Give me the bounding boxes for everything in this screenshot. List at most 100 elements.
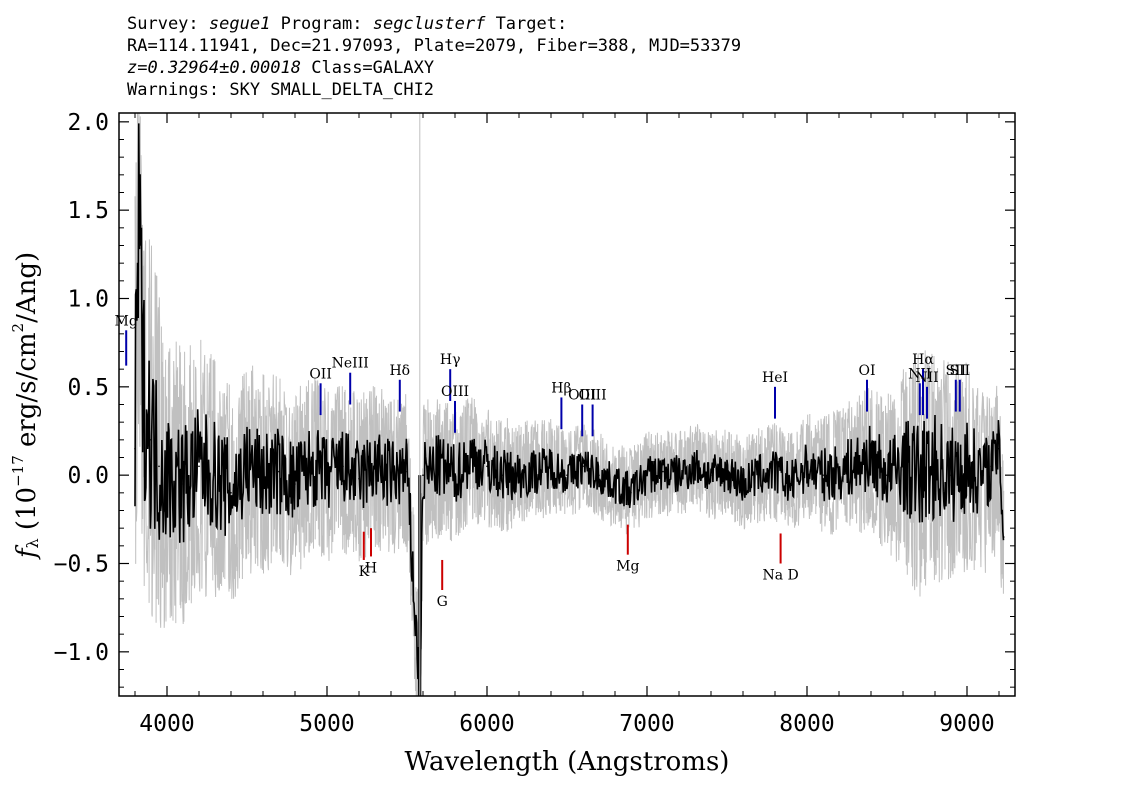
flux-point — [614, 483, 616, 485]
flux-point — [438, 465, 440, 468]
flux-point — [502, 474, 504, 477]
flux-point — [550, 465, 552, 468]
emission-line-label: OIII — [568, 388, 596, 404]
y-tick-label: 0.5 — [67, 375, 109, 401]
survey-label: Survey: — [127, 14, 199, 34]
absorption-line-label: K — [359, 564, 370, 580]
emission-line-label: HeI — [762, 370, 788, 386]
flux-point — [138, 205, 140, 208]
flux-point — [374, 465, 376, 468]
emission-line-label: Hγ — [440, 352, 461, 368]
flux-point — [678, 474, 680, 477]
emission-line-label: Hα — [912, 352, 934, 368]
flux-point — [582, 465, 584, 468]
flux-point — [630, 492, 632, 494]
flux-point — [198, 465, 200, 468]
flux-point — [918, 474, 920, 477]
flux-point — [278, 470, 280, 473]
flux-point — [422, 474, 424, 477]
flux-point — [182, 483, 184, 485]
flux-point — [870, 456, 872, 459]
spectrum-header: Survey: segue1 Program: segclusterf Targ… — [127, 13, 741, 101]
flux-point — [1003, 536, 1005, 538]
redshift-value: z=0.32964±0.00018 — [127, 58, 301, 78]
emission-line-label: Hβ — [551, 380, 571, 396]
header-line-1: Survey: segue1 Program: segclusterf Targ… — [127, 13, 741, 35]
survey-value: segue1 — [208, 14, 271, 34]
target-label: Target: — [495, 14, 568, 34]
flux-point — [726, 470, 728, 473]
flux-point — [294, 483, 296, 485]
flux-point — [646, 474, 648, 477]
y-axis-title: fλ (10−17 erg/s/cm2/Ang) — [9, 252, 42, 560]
flux-point — [998, 447, 1000, 450]
y-tick-label: −0.5 — [54, 552, 109, 578]
header-line-2: RA=114.11941, Dec=21.97093, Plate=2079, … — [127, 36, 742, 56]
flux-point — [230, 492, 232, 494]
flux-point — [358, 477, 360, 480]
flux-point — [166, 474, 168, 477]
absorption-line-label: H — [365, 560, 377, 576]
flux-point — [742, 483, 744, 485]
flux-point — [950, 474, 952, 477]
flux-point — [390, 474, 392, 477]
flux-point — [822, 474, 824, 477]
flux-point — [406, 470, 408, 473]
y-tick-label: 0.0 — [67, 463, 109, 489]
flux-point — [774, 470, 776, 473]
header-line-3: z=0.32964±0.00018 Class=GALAXY — [127, 57, 741, 79]
absorption-line-label: Na D — [762, 568, 798, 584]
flux-line — [134, 123, 1005, 696]
x-tick-label: 6000 — [459, 711, 514, 737]
flux-point — [806, 465, 808, 468]
flux-line-layer — [134, 113, 1005, 696]
flux-point — [326, 474, 328, 477]
flux-point — [790, 483, 792, 485]
flux-point — [454, 474, 456, 477]
emission-line-label: Mg — [115, 313, 138, 329]
class-value: Class=GALAXY — [311, 58, 435, 78]
program-label: Program: — [280, 14, 363, 34]
flux-point — [142, 386, 144, 388]
flux-point — [518, 474, 520, 477]
flux-point — [694, 465, 696, 468]
flux-point — [886, 474, 888, 477]
absorption-line-label: Mg — [616, 559, 639, 575]
flux-point — [158, 465, 160, 468]
flux-point — [902, 465, 904, 468]
flux-point — [214, 474, 216, 477]
flux-point — [854, 465, 856, 468]
emission-line-label: NII — [915, 370, 938, 386]
emission-line-label: OIII — [441, 384, 469, 400]
x-tick-label: 8000 — [779, 711, 834, 737]
flux-point — [990, 465, 992, 468]
emission-line-label: OI — [858, 363, 875, 379]
flux-point — [262, 474, 264, 477]
flux-point — [982, 474, 984, 477]
emission-line-label: OII — [309, 366, 332, 382]
flux-point — [486, 465, 488, 468]
flux-point — [342, 465, 344, 468]
axis-ticks-layer: 4000 5000 6000 7000 8000 9000 −1.0 −0.5 0.0 0.5 1.… — [54, 110, 1015, 737]
y-tick-label: 2.0 — [67, 110, 109, 136]
flux-point — [966, 465, 968, 468]
x-axis-title: Wavelength (Angstroms) — [405, 747, 730, 777]
emission-line-label: Hδ — [389, 363, 410, 379]
emission-line-label: SII — [949, 363, 970, 379]
y-tick-label: 1.5 — [67, 198, 109, 224]
flux-point — [662, 470, 664, 473]
flux-point — [598, 474, 600, 477]
x-tick-label: 5000 — [299, 711, 354, 737]
x-tick-label: 9000 — [939, 711, 994, 737]
flux-point — [150, 439, 152, 441]
flux-point — [246, 465, 248, 468]
flux-point — [758, 474, 760, 477]
y-tick-label: −1.0 — [54, 640, 109, 666]
emission-line-label: OIII — [579, 388, 607, 404]
svg-text:fλ (10−17 erg/s/cm2/Ang): fλ (10−17 erg/s/cm2/Ang) — [9, 252, 42, 560]
flux-point — [710, 474, 712, 477]
emission-line-label: NII — [908, 366, 931, 382]
x-tick-label: 4000 — [139, 711, 194, 737]
